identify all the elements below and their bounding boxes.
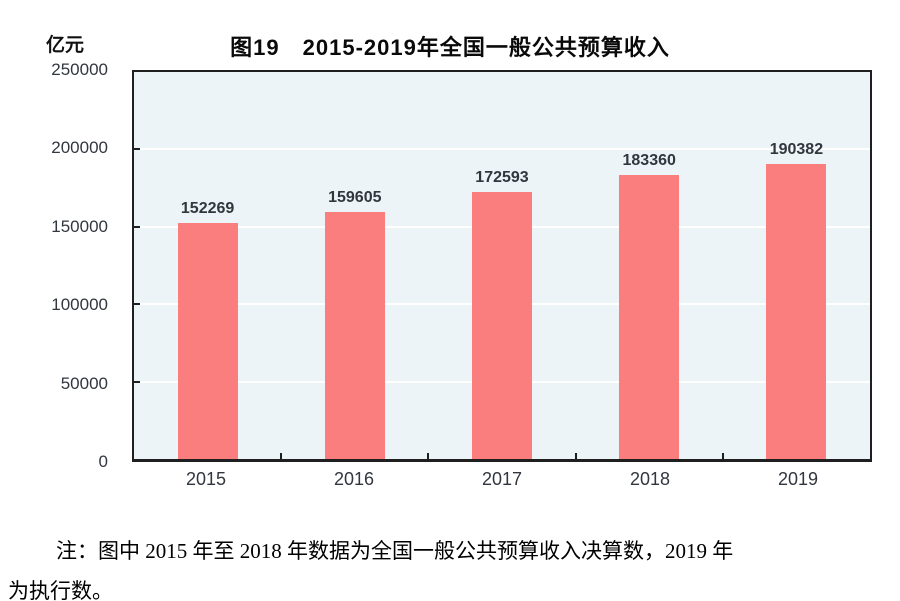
x-axis-tick-1: [280, 453, 283, 459]
x-axis-label-2016: 2016: [333, 469, 375, 489]
x-axis-label-2017: 2017: [481, 469, 523, 489]
x-axis-label-2015: 2015: [185, 469, 227, 489]
bar-value-label-2017: 172593: [475, 168, 529, 186]
y-axis-tick-50000: [134, 380, 140, 383]
y-axis-tick-150000: [134, 225, 140, 228]
figure-note-line-2: 为执行数。: [8, 579, 113, 601]
x-axis-tick-2: [427, 453, 430, 459]
x-axis-label-2019: 2019: [777, 469, 819, 489]
x-axis-label-2018: 2018: [629, 469, 671, 489]
y-axis: 0 50000 100000 150000 200000 250000: [0, 60, 108, 471]
y-axis-tick-label-150000: 150000: [51, 216, 108, 236]
bar-2018: [619, 175, 680, 459]
y-axis-tick-100000: [134, 303, 140, 306]
x-axis-tick-4: [721, 453, 724, 459]
bar-2015: [177, 223, 238, 459]
chart-title: 图19 2015-2019年全国一般公共预算收入: [230, 35, 670, 60]
plot-area: 152269 159605 172593 183360 190382: [132, 70, 872, 462]
gridline-200000: [134, 148, 870, 151]
bar-value-label-2016: 159605: [328, 188, 382, 206]
y-axis-unit-label: 亿元: [46, 35, 85, 56]
figure-note-line-1: 注：图中 2015 年至 2018 年数据为全国一般公共预算收入决算数，2019…: [56, 539, 734, 563]
figure-note: 注：图中 2015 年至 2018 年数据为全国一般公共预算收入决算数，2019…: [8, 531, 896, 601]
y-axis-tick-label-50000: 50000: [60, 373, 108, 393]
bar-value-label-2018: 183360: [622, 152, 676, 170]
x-axis: 2015 2016 2017 2018 2019: [132, 469, 872, 497]
y-axis-tick-label-200000: 200000: [51, 138, 108, 158]
y-axis-tick-200000: [134, 148, 140, 151]
bar-value-label-2019: 190382: [769, 141, 824, 159]
bar-2016: [324, 211, 385, 459]
bar-value-label-2015: 152269: [180, 200, 235, 218]
x-axis-tick-3: [574, 453, 577, 459]
bar-2019: [766, 164, 827, 459]
y-axis-tick-label-250000: 250000: [51, 60, 108, 79]
bar-2017: [472, 191, 532, 459]
y-axis-tick-label-100000: 100000: [51, 295, 108, 315]
y-axis-tick-label-0: 0: [98, 452, 108, 471]
